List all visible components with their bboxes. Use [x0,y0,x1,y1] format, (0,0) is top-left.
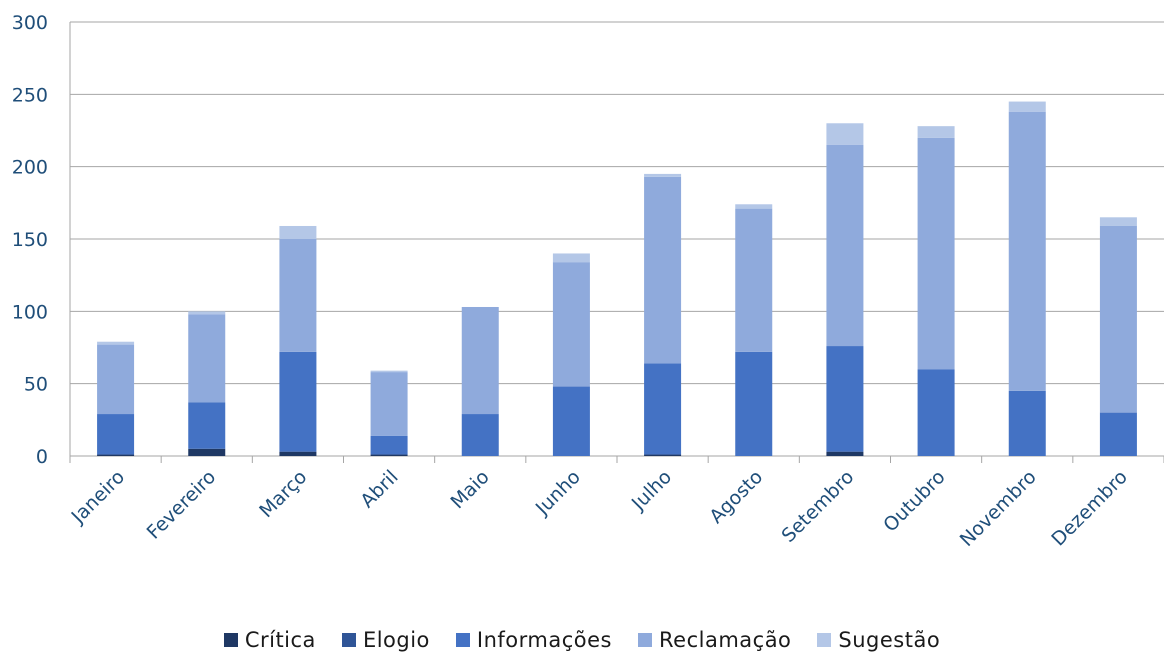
bar-segment [644,173,682,177]
bar-segment [1099,225,1137,413]
legend-label: Reclamação [659,628,792,652]
bar-segment [370,435,408,455]
x-tick-label: Março [255,466,311,522]
legend-item: Reclamação [638,628,791,652]
legend-swatch [455,633,470,647]
bar-segment [917,369,955,456]
bar-segment [644,454,682,456]
x-tick-label: Fevereiro [143,466,221,544]
x-tick-label: Setembro [777,466,858,547]
y-axis-ticks: 0 50 100 150 200 250 300 [12,12,48,468]
bar-segment [188,311,226,315]
y-tick-label: 100 [12,301,48,323]
x-axis-ticks: Janeiro Fevereiro Março Abril Maio Junho Julho… [67,466,1132,551]
bar-segment [1008,111,1046,391]
legend-label: Sugestão [838,628,941,652]
bar-segment [1008,101,1046,112]
bar-segment [1099,217,1137,226]
x-tick-label: Abril [356,466,402,512]
bar-segment [279,239,317,352]
bar-segment [370,370,408,373]
bar-segment [97,344,135,415]
bar-segment [279,451,317,456]
y-tick-label: 300 [12,12,48,34]
legend-swatch [638,633,652,647]
x-tick-label: Agosto [705,466,767,528]
legend-label: Elogio [362,628,430,652]
x-tick-label: Dezembro [1047,466,1132,551]
legend-item: Informações [455,628,612,652]
bar-segment [826,144,864,347]
bar-segment [97,414,135,455]
bar-segment [552,253,590,263]
bar-segment [826,123,864,145]
y-tick-label: 250 [12,84,48,106]
bar-segment [735,208,773,352]
bar-segment [370,454,408,456]
legend-swatch [817,633,832,647]
legend-item: Sugestão [817,628,940,652]
legend: Crítica Elogio Informações Reclamação Sugest… [0,628,1164,652]
bar-segment [917,137,955,370]
x-tick-label: Julho [627,466,676,515]
bar-segment [279,351,317,452]
bar-segment [370,372,408,436]
bar-segment [279,225,317,239]
legend-swatch [341,633,356,647]
x-tick-label: Maio [446,466,493,513]
bar-segment [188,448,226,456]
x-tick-label: Outubro [879,466,949,536]
bar-segment [97,341,135,345]
bar-segment [917,126,955,138]
bar-segment [644,176,682,364]
x-tick-label: Junho [531,466,585,520]
bar-segment [826,451,864,456]
bars [97,101,1137,456]
y-tick-label: 0 [36,446,48,468]
bar-segment [461,306,499,415]
gridlines [69,21,1164,463]
legend-item: Elogio [341,628,430,652]
bar-segment [552,386,590,456]
x-tick-label: Novembro [956,466,1041,551]
bar-segment [97,454,135,456]
bar-segment [735,204,773,209]
bar-segment [188,402,226,449]
bar-segment [188,314,226,403]
bar-segment [826,346,864,452]
y-tick-label: 150 [12,229,48,251]
bar-segment [461,414,499,456]
bar-segment [735,351,773,456]
y-tick-label: 50 [24,374,48,396]
legend-swatch [223,633,238,647]
x-tick-label: Janeiro [67,466,129,528]
y-tick-label: 200 [12,157,48,179]
bar-segment [1008,390,1046,456]
bar-segment [1099,412,1137,456]
bar-segment [552,262,590,387]
legend-label: Crítica [244,628,316,652]
legend-item: Crítica [223,628,316,652]
legend-label: Informações [476,628,612,652]
bar-segment [644,363,682,455]
